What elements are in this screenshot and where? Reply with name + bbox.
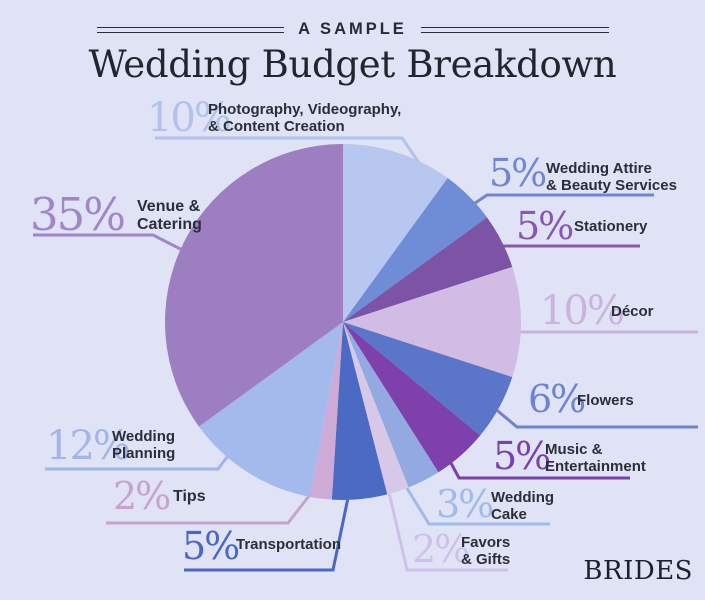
callout-label-transportation: Transportation [236,536,341,553]
pie-slice-music [343,322,481,473]
leader-line-favors [386,487,508,572]
callout-label-line: & Gifts [461,551,511,568]
callout-label-line: Flowers [577,392,634,409]
callout-label-line: Wedding Attire [546,160,652,177]
header: A SAMPLE Wedding Budget Breakdown [0,0,705,86]
pie-slice-transportation [331,322,388,501]
callout-pct-planning: 12% [46,423,131,469]
callout-pct-decor: 10% [540,288,625,334]
callout-pct-flowers: 6% [528,377,586,421]
callout-pct-music: 5% [493,434,551,478]
callout-label-decor: Décor [611,303,654,320]
callout-label-line: Tips [173,488,206,505]
callout-label-line: Catering [137,216,202,233]
kicker-text: A SAMPLE [298,20,407,38]
callout-label-photography: Photography, Videography, & Content Creat… [208,101,401,135]
callout-label-line: Cake [491,506,527,523]
pie-slice-venue [164,144,343,427]
callout-label-line: Entertainment [545,458,646,475]
leader-line-transportation [184,492,351,572]
callout-label-cake: Wedding Cake [491,489,554,523]
callout-label-line: Music & [545,441,603,458]
page-title: Wedding Budget Breakdown [88,43,617,86]
callout-label-line: Décor [611,303,654,320]
leader-line-tips [106,486,318,525]
callout-pct-stationery: 5% [516,204,574,248]
callout-label-line: & Beauty Services [546,177,677,194]
callout-label-planning: Wedding Planning [112,428,175,462]
kicker-row: A SAMPLE [96,20,609,39]
callout-label-attire: Wedding Attire & Beauty Services [546,160,677,194]
callout-pct-favors: 2% [412,527,470,571]
pie-slice-favors [343,322,409,495]
callout-pct-tips: 2% [113,474,171,518]
callout-label-tips: Tips [173,488,206,505]
pie-slice-photography [343,144,448,322]
callout-label-line: Wedding [491,489,555,506]
callout-label-line: Stationery [574,218,648,235]
callout-pct-cake: 3% [436,482,494,526]
brand-logo: BRIDES [583,556,693,586]
leader-line-cake [403,484,550,526]
callout-label-flowers: Flowers [577,392,634,409]
callout-label-line: & Content Creation [208,118,345,135]
callout-label-line: Photography, Videography, [208,101,402,118]
callout-pct-venue: 35% [30,188,126,241]
leader-line-flowers [492,405,698,429]
callout-label-line: Favors [461,534,511,551]
kicker-rule-right-icon [420,26,609,33]
leader-line-photography [155,136,426,171]
pie-slice-planning [198,322,343,497]
callout-label-line: Transportation [236,536,342,553]
pie-slice-stationery [343,217,513,322]
callout-pct-transportation: 5% [182,524,240,568]
callout-pct-attire: 5% [489,151,547,195]
kicker-rule-left-icon [96,26,285,33]
pie-slice-decor [343,266,522,378]
callout-pct-photography: 10% [147,95,232,141]
callout-label-favors: Favors & Gifts [461,534,510,568]
pie-slice-tips [309,322,343,500]
callout-label-line: Wedding [112,428,176,445]
callout-label-stationery: Stationery [574,218,647,235]
pie-slice-attire [343,177,488,322]
callout-label-music: Music & Entertainment [545,441,646,475]
pie-slice-flowers [343,322,513,436]
callout-label-line: Venue & [137,198,201,215]
callout-label-line: Planning [112,445,176,462]
callout-label-venue: Venue & Catering [137,198,202,234]
pie-slice-cake [343,322,439,488]
